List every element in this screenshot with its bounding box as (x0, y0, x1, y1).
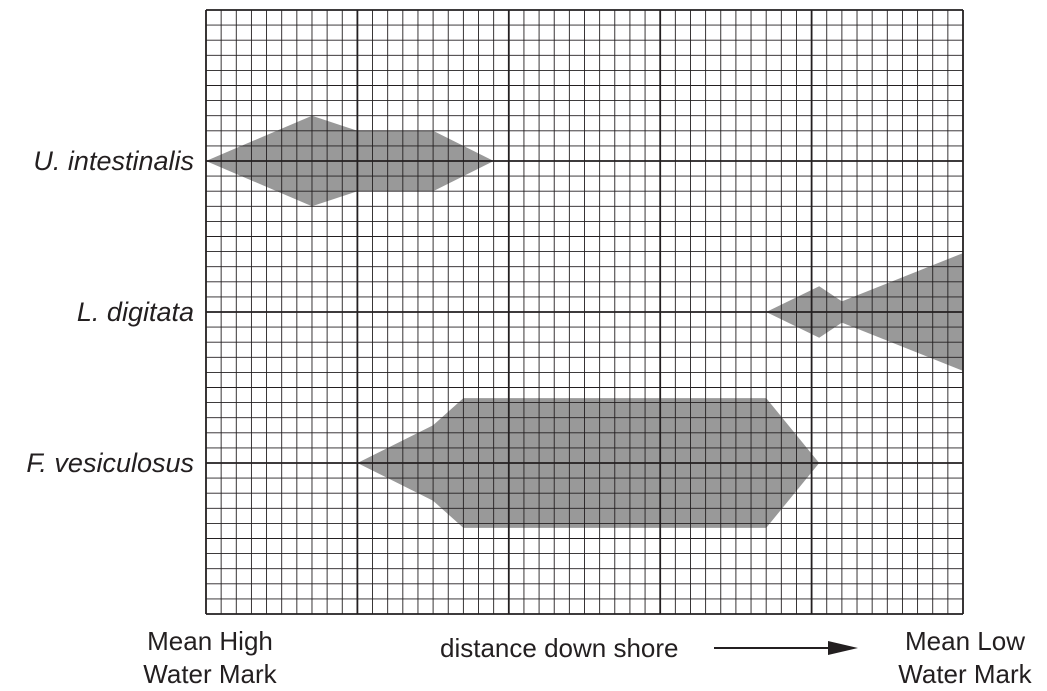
direction-arrow-head (828, 641, 858, 655)
species-label-u-intestinalis: U. intestinalis (33, 146, 194, 176)
species-label-f-vesiculosus: F. vesiculosus (26, 448, 194, 478)
species-label-l-digitata: L. digitata (77, 297, 194, 327)
label-layer: U. intestinalis L. digitata F. vesiculos… (26, 146, 1032, 689)
kite-layer (206, 115, 963, 528)
grid-layer (205, 9, 964, 615)
x-end-label-line2: Water Mark (898, 659, 1032, 689)
x-start-label-line2: Water Mark (143, 659, 277, 689)
x-start-label-line1: Mean High (147, 626, 273, 656)
x-axis-label: distance down shore (440, 633, 678, 663)
x-end-label-line1: Mean Low (905, 626, 1025, 656)
